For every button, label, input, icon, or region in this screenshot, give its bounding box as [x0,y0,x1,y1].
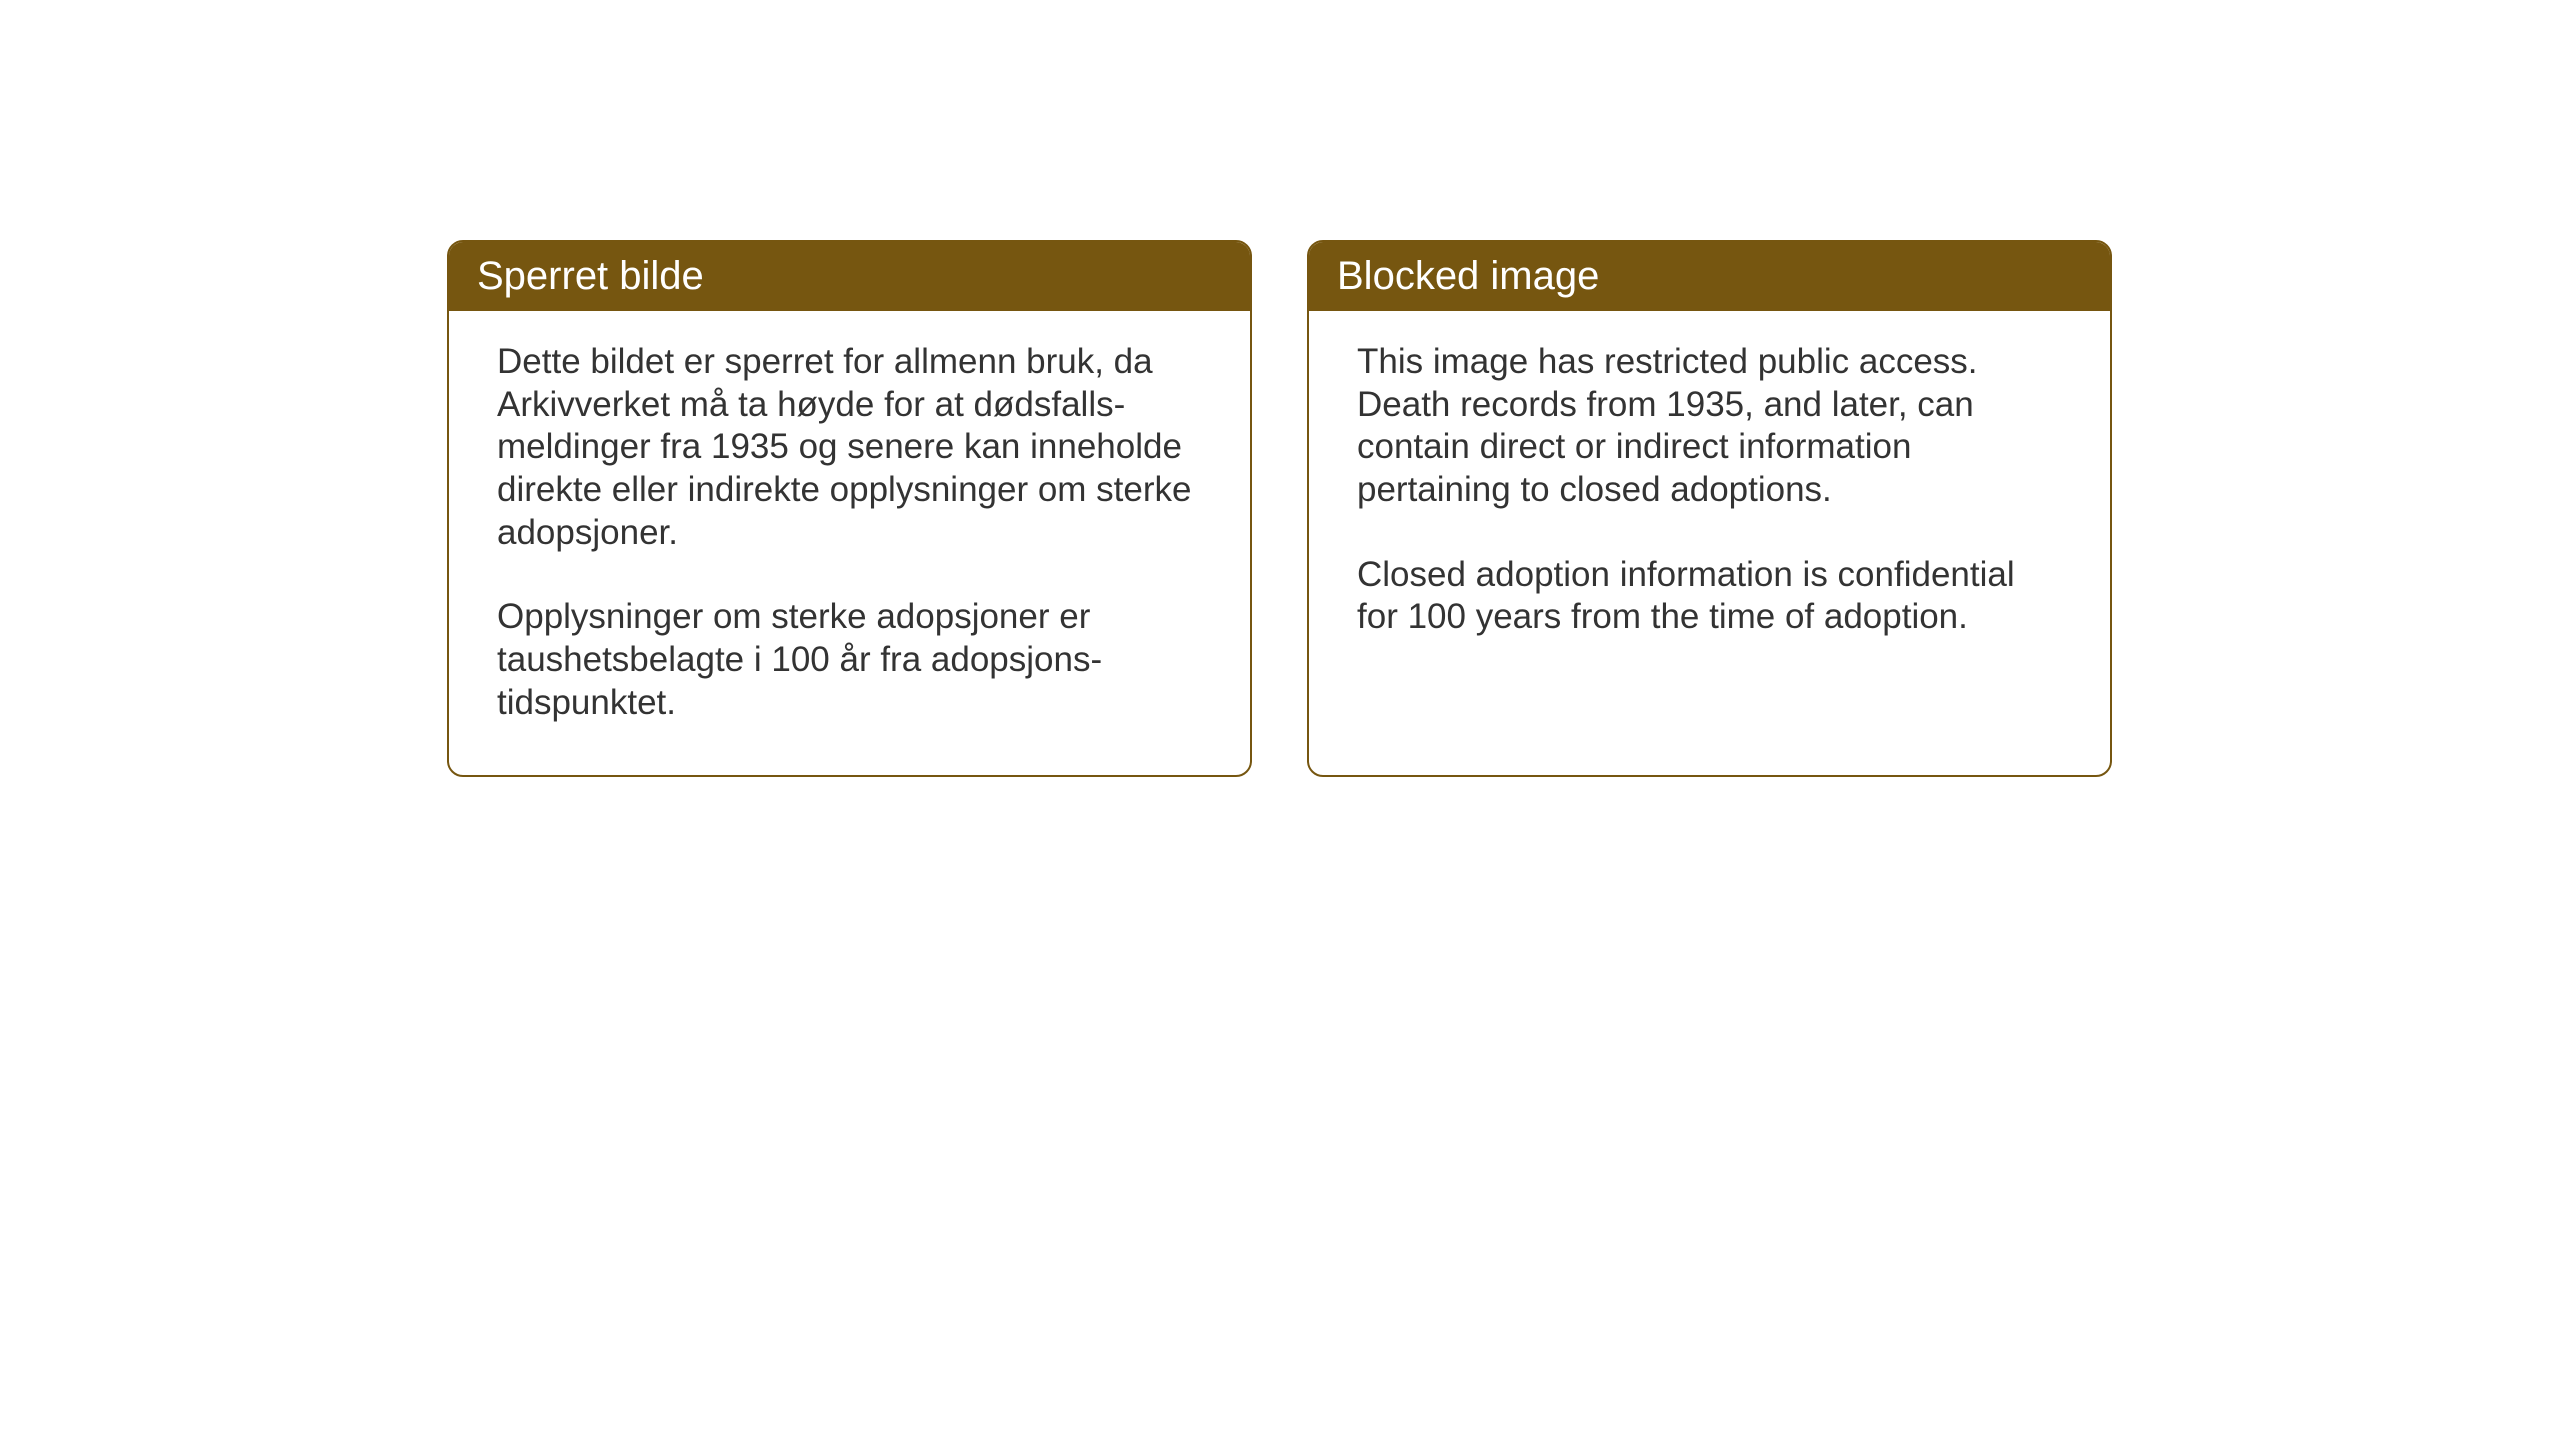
card-header-norwegian: Sperret bilde [449,242,1250,311]
card-paragraph: Closed adoption information is confident… [1357,554,2062,639]
card-norwegian: Sperret bilde Dette bildet er sperret fo… [447,240,1252,777]
cards-container: Sperret bilde Dette bildet er sperret fo… [447,240,2112,777]
card-paragraph: Opplysninger om sterke adopsjoner er tau… [497,596,1202,724]
card-paragraph: Dette bildet er sperret for allmenn bruk… [497,341,1202,554]
card-title: Blocked image [1337,254,1599,298]
card-body-english: This image has restricted public access.… [1309,311,2110,689]
card-body-norwegian: Dette bildet er sperret for allmenn bruk… [449,311,1250,775]
card-english: Blocked image This image has restricted … [1307,240,2112,777]
card-header-english: Blocked image [1309,242,2110,311]
card-paragraph: This image has restricted public access.… [1357,341,2062,512]
card-title: Sperret bilde [477,254,704,298]
